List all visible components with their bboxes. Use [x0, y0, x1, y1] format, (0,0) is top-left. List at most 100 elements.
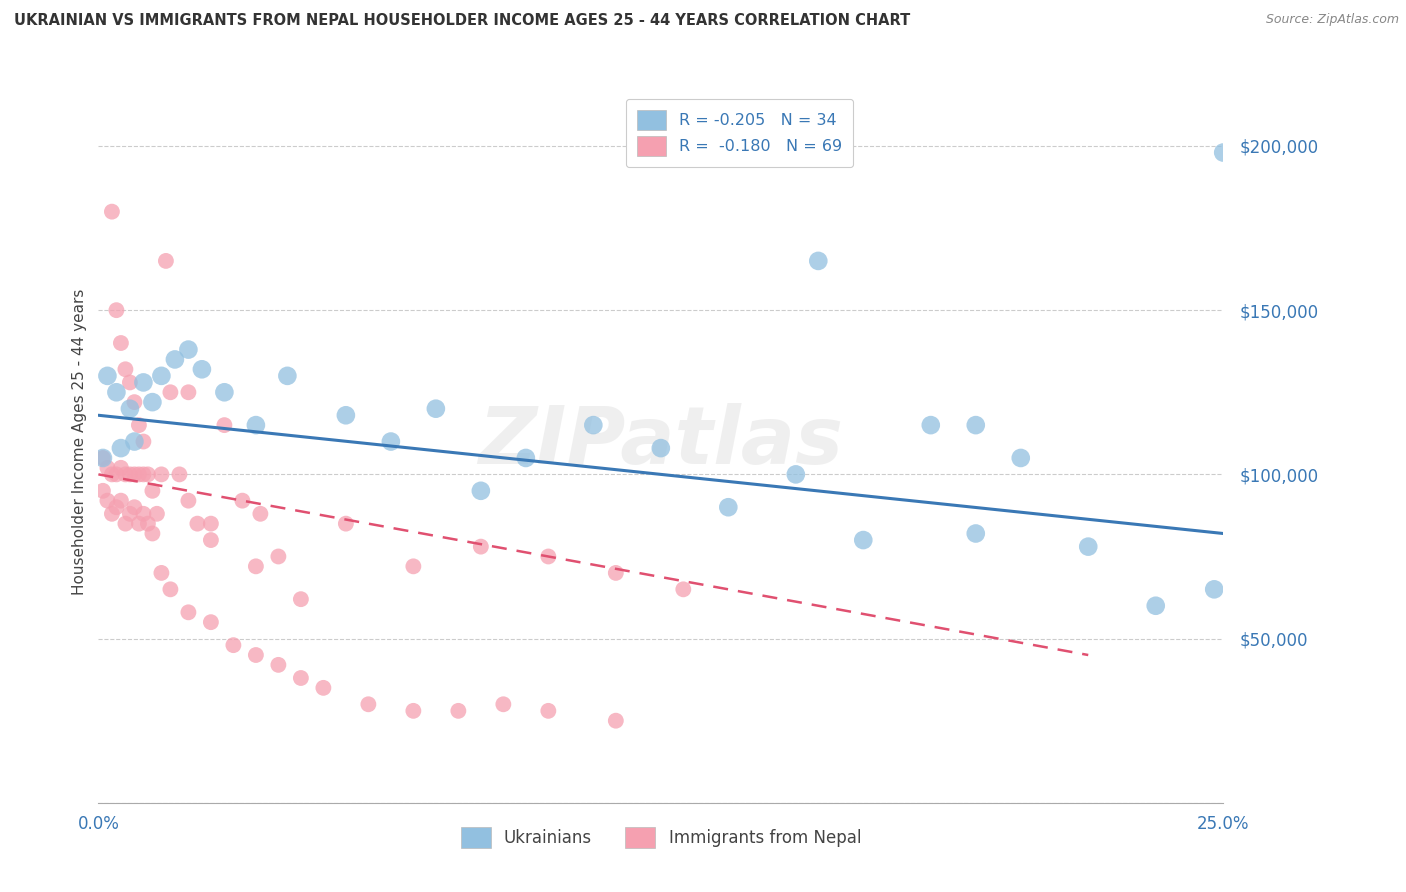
Point	[1212, 145, 1234, 160]
Point	[128, 418, 150, 433]
Point	[132, 434, 155, 449]
Point	[537, 549, 560, 564]
Point	[124, 500, 146, 515]
Point	[214, 385, 236, 400]
Point	[169, 467, 191, 482]
Point	[357, 698, 380, 712]
Point	[231, 493, 253, 508]
Point	[335, 516, 357, 531]
Point	[91, 450, 114, 465]
Point	[118, 507, 141, 521]
Point	[141, 395, 163, 409]
Point	[582, 418, 605, 433]
Point	[312, 681, 335, 695]
Point	[132, 467, 155, 482]
Point	[186, 516, 208, 531]
Point	[200, 533, 222, 547]
Point	[402, 559, 425, 574]
Point	[105, 467, 128, 482]
Point	[335, 409, 357, 423]
Point	[249, 507, 271, 521]
Point	[124, 395, 146, 409]
Point	[105, 385, 128, 400]
Point	[605, 566, 627, 580]
Point	[136, 467, 159, 482]
Point	[146, 507, 169, 521]
Point	[852, 533, 875, 547]
Point	[177, 605, 200, 619]
Point	[290, 592, 312, 607]
Point	[191, 362, 214, 376]
Point	[290, 671, 312, 685]
Point	[965, 526, 987, 541]
Point	[717, 500, 740, 515]
Point	[1010, 450, 1032, 465]
Point	[132, 376, 155, 390]
Point	[159, 582, 181, 597]
Point	[920, 418, 942, 433]
Point	[267, 549, 290, 564]
Text: UKRAINIAN VS IMMIGRANTS FROM NEPAL HOUSEHOLDER INCOME AGES 25 - 44 YEARS CORRELA: UKRAINIAN VS IMMIGRANTS FROM NEPAL HOUSE…	[14, 13, 910, 29]
Point	[177, 385, 200, 400]
Point	[110, 336, 132, 351]
Point	[124, 434, 146, 449]
Point	[101, 507, 124, 521]
Point	[470, 483, 492, 498]
Point	[136, 516, 159, 531]
Point	[425, 401, 447, 416]
Point	[447, 704, 470, 718]
Point	[177, 343, 200, 357]
Point	[222, 638, 245, 652]
Point	[177, 493, 200, 508]
Point	[96, 493, 118, 508]
Point	[267, 657, 290, 672]
Point	[110, 493, 132, 508]
Point	[124, 467, 146, 482]
Point	[118, 401, 141, 416]
Point	[105, 303, 128, 318]
Point	[101, 204, 124, 219]
Text: Source: ZipAtlas.com: Source: ZipAtlas.com	[1265, 13, 1399, 27]
Point	[200, 516, 222, 531]
Y-axis label: Householder Income Ages 25 - 44 years: Householder Income Ages 25 - 44 years	[72, 288, 87, 595]
Point	[114, 516, 136, 531]
Point	[118, 467, 141, 482]
Point	[105, 500, 128, 515]
Point	[1144, 599, 1167, 613]
Point	[150, 467, 173, 482]
Point	[114, 362, 136, 376]
Point	[128, 516, 150, 531]
Point	[470, 540, 492, 554]
Point	[380, 434, 402, 449]
Point	[159, 385, 181, 400]
Point	[807, 253, 830, 268]
Point	[150, 368, 173, 383]
Point	[163, 352, 186, 367]
Point	[132, 507, 155, 521]
Legend: Ukrainians, Immigrants from Nepal: Ukrainians, Immigrants from Nepal	[453, 819, 869, 856]
Point	[114, 467, 136, 482]
Point	[650, 441, 672, 455]
Point	[200, 615, 222, 630]
Point	[492, 698, 515, 712]
Point	[1077, 540, 1099, 554]
Point	[402, 704, 425, 718]
Point	[214, 418, 236, 433]
Point	[245, 648, 267, 662]
Point	[515, 450, 537, 465]
Point	[110, 460, 132, 475]
Point	[91, 483, 114, 498]
Point	[672, 582, 695, 597]
Point	[128, 467, 150, 482]
Point	[96, 368, 118, 383]
Point	[141, 483, 163, 498]
Point	[96, 460, 118, 475]
Point	[141, 526, 163, 541]
Point	[118, 376, 141, 390]
Point	[155, 253, 177, 268]
Point	[91, 450, 114, 465]
Point	[785, 467, 807, 482]
Point	[110, 441, 132, 455]
Point	[965, 418, 987, 433]
Point	[276, 368, 298, 383]
